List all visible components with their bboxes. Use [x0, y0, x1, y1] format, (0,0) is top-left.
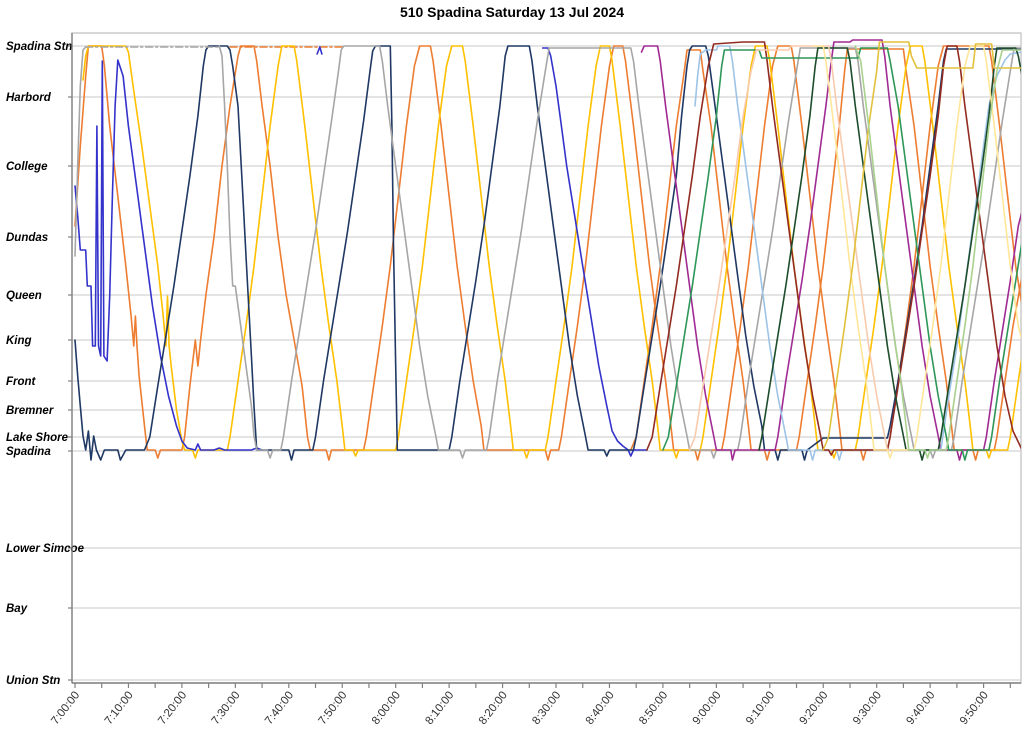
- series-vehicle-darkred: [646, 41, 1021, 456]
- series-vehicle-blue-am: [74, 59, 263, 451]
- station-label-0: Spadina Stn: [6, 41, 72, 53]
- series-vehicle-yellow: [822, 41, 1021, 451]
- x-tick-label-8-50-00: 8:50:00: [637, 689, 670, 727]
- x-tick-label-9-00-00: 9:00:00: [691, 689, 724, 727]
- x-tick-label-9-10-00: 9:10:00: [744, 689, 777, 727]
- station-label-8: Lake Shore: [6, 432, 69, 444]
- x-tick-label-8-10-00: 8:10:00: [423, 689, 456, 727]
- station-label-9: Spadina: [6, 446, 51, 458]
- station-label-2: College: [6, 161, 48, 173]
- station-label-5: King: [6, 335, 32, 347]
- x-tick-label-7-40-00: 7:40:00: [263, 689, 296, 727]
- series-vehicle-green: [662, 47, 1021, 461]
- x-tick-label-9-30-00: 9:30:00: [851, 689, 884, 727]
- x-tick-label-7-10-00: 7:10:00: [103, 689, 136, 727]
- x-tick-label-8-20-00: 8:20:00: [477, 689, 510, 727]
- station-label-3: Dundas: [6, 232, 48, 244]
- x-tick-label-8-00-00: 8:00:00: [370, 689, 403, 727]
- series-vehicle-darkgreen: [758, 47, 1021, 461]
- series-vehicle-gray: [218, 45, 1021, 459]
- series-vehicle-lightyellow: [811, 45, 1021, 459]
- chart-title: 510 Spadina Saturday 13 Jul 2024: [399, 4, 625, 20]
- x-tick-label-9-20-00: 9:20:00: [798, 689, 831, 727]
- station-label-12: Union Stn: [6, 675, 60, 687]
- x-tick-label-7-00-00: 7:00:00: [49, 689, 82, 727]
- series-vehicle-navy: [74, 45, 1021, 461]
- x-tick-label-7-30-00: 7:30:00: [210, 689, 243, 727]
- series-vehicle-peach: [688, 45, 910, 451]
- x-tick-label-8-30-00: 8:30:00: [530, 689, 563, 727]
- series-vehicle-orange-2: [629, 48, 1021, 461]
- series-vehicle-blue-tick: [316, 46, 323, 55]
- station-label-1: Harbord: [6, 92, 52, 104]
- series-vehicle-gray-spike: [74, 46, 87, 257]
- station-label-11: Bay: [6, 603, 28, 615]
- series-vehicle-blue-2: [541, 47, 648, 457]
- x-tick-label-7-50-00: 7:50:00: [317, 689, 350, 727]
- series-vehicle-lightblue: [694, 45, 1021, 461]
- station-label-6: Front: [6, 376, 37, 388]
- x-tick-label-9-40-00: 9:40:00: [904, 689, 937, 727]
- station-label-4: Queen: [6, 290, 42, 302]
- x-tick-label-8-40-00: 8:40:00: [584, 689, 617, 727]
- x-tick-label-7-20-00: 7:20:00: [156, 689, 189, 727]
- plot-border: [71, 32, 1022, 684]
- series-vehicle-orange-1: [74, 45, 1021, 461]
- series-vehicle-lightgreen: [854, 45, 1021, 459]
- station-label-7: Bremner: [6, 405, 54, 417]
- x-tick-label-9-50-00: 9:50:00: [958, 689, 991, 727]
- station-label-10: Lower Simcoe: [6, 543, 85, 555]
- series-vehicle-gold: [82, 45, 1021, 459]
